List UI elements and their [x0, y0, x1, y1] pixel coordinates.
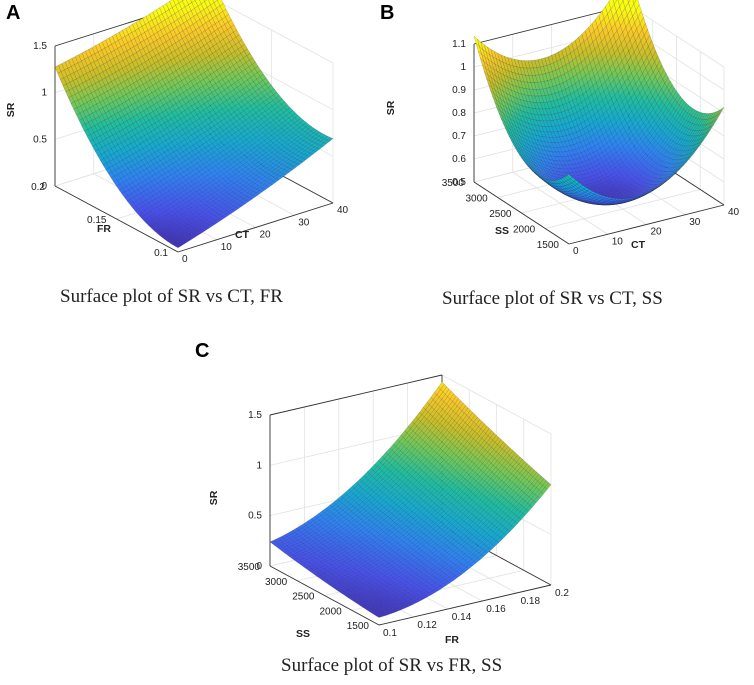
caption-a: Surface plot of SR vs CT, FR	[60, 286, 283, 307]
y-tick-label: 2000	[513, 225, 536, 236]
caption-b: Surface plot of SR vs CT, SS	[442, 288, 663, 309]
x-axis-line	[378, 584, 552, 626]
y-tick-label: 3000	[466, 194, 489, 205]
x-tick-label: 10	[612, 236, 624, 247]
panel-b: 0 10 20 30 40 1500 2000 2500 3000 3500 0.5 0.6 0.7 0.…	[380, 0, 754, 320]
x-tick-label: 30	[298, 217, 310, 228]
surface-cell	[627, 0, 631, 4]
z-tick-label: 0.8	[452, 108, 466, 119]
x-tick-label: 30	[689, 217, 701, 228]
x-tick-label: 40	[728, 207, 740, 218]
surface-mesh	[269, 381, 552, 618]
z-tick-label: 0	[41, 181, 47, 192]
z-tick-label: 1	[41, 88, 47, 99]
z-tick-label: 0.5	[452, 177, 466, 188]
y-tick-label: 2500	[489, 209, 512, 220]
z-tick-label: 1.1	[452, 39, 466, 50]
x-tick-label: 40	[337, 205, 349, 216]
x-axis-line	[177, 202, 334, 253]
x-tick-label: 0	[573, 246, 579, 257]
y-axis-line	[269, 565, 380, 626]
y-axis-line	[54, 185, 179, 253]
x-tick-label: 20	[651, 227, 663, 238]
z-tick-label: 1	[460, 62, 466, 73]
surface-cell	[632, 0, 637, 5]
box-edge-top	[269, 374, 443, 416]
x-axis-line	[568, 204, 725, 245]
x-tick-label: 20	[260, 230, 272, 241]
z-axis-label: SR	[5, 102, 17, 117]
y-axis-line	[473, 181, 570, 245]
x-tick-label: 0	[182, 254, 188, 265]
x-tick-label: 10	[221, 242, 233, 253]
y-tick-label: 1500	[537, 240, 560, 251]
panel-a: 0 10 20 30 40 0.1 0.15 0.2 0 0.5 1 1.5 CT FR SR A Surf…	[0, 0, 370, 320]
panel-label-a: A	[6, 2, 21, 24]
z-tick-label: 0.5	[33, 134, 47, 145]
x-axis-label: CT	[631, 239, 646, 251]
surface-cell	[175, 244, 182, 248]
z-tick-label: 0.6	[452, 154, 466, 165]
surface-mesh	[473, 0, 725, 206]
z-axis-label: SR	[385, 100, 397, 115]
y-tick-label: 0.1	[154, 248, 168, 259]
surface-mesh	[54, 0, 334, 248]
panel-c: 0.1 0.12 0.14 0.16 0.18 0.2 1500 2000 2500 3000 35…	[195, 340, 575, 685]
x-axis-label: CT	[235, 229, 250, 241]
z-tick-label: 0.9	[452, 85, 466, 96]
y-gridline-floor	[545, 189, 701, 229]
panel-label-b: B	[380, 2, 395, 24]
y-axis-label: FR	[97, 223, 111, 235]
y-axis-label: SS	[495, 225, 509, 237]
z-tick-label: 1.5	[33, 41, 47, 52]
z-tick-label: 0.7	[452, 131, 466, 142]
y-tick-label: 3500	[442, 178, 465, 189]
surface-cell	[566, 174, 573, 179]
y-tick-label: 0.15	[87, 215, 107, 226]
surface-plot-c: 0.10.120.140.160.180.2150020002500300035…	[208, 374, 569, 646]
y-tick-label: 0.2	[31, 182, 45, 193]
